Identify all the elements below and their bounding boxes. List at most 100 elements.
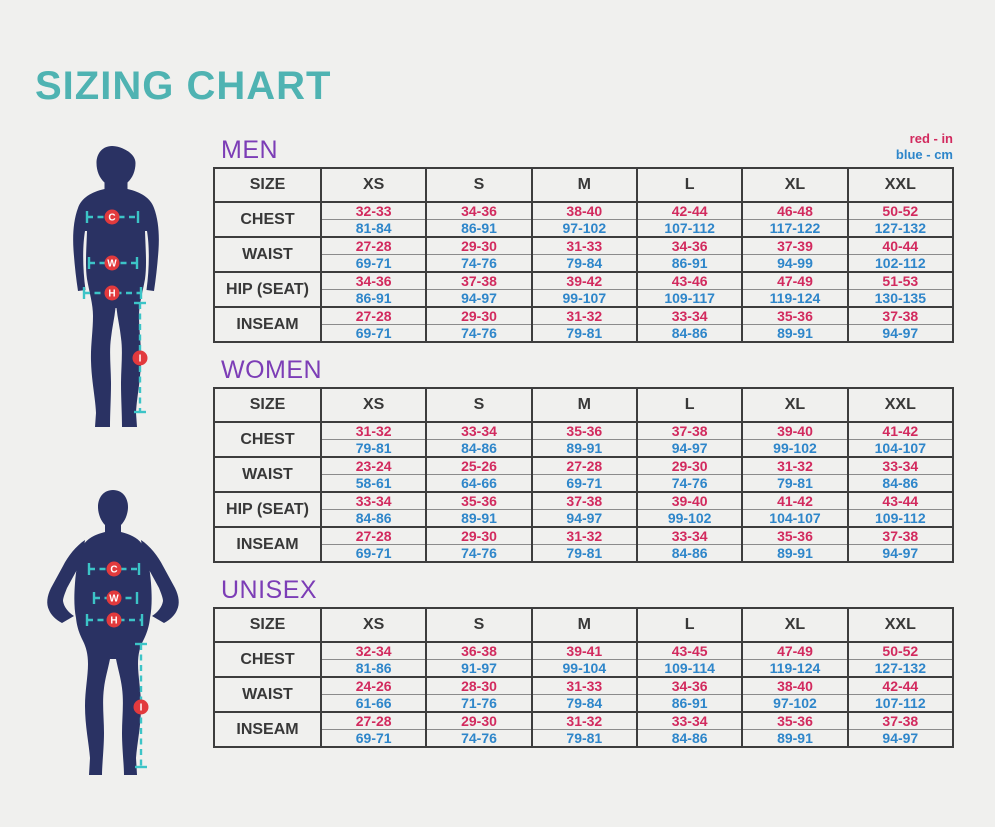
value-cell-inches: 35-36 xyxy=(741,526,849,545)
row-waist-cm: 58-61 64-66 69-71 74-76 79-81 84-86 xyxy=(214,474,955,493)
value-cell-cm: 94-97 xyxy=(846,544,955,563)
value-cell-cm: 69-71 xyxy=(319,254,428,273)
value-cell-cm: 94-97 xyxy=(425,289,533,308)
size-header-label: SIZE xyxy=(213,387,322,423)
female-body-figure: C W H I xyxy=(47,490,179,775)
value-cell-cm: 79-81 xyxy=(741,474,849,493)
value-cell-cm: 74-76 xyxy=(425,324,533,343)
value-cell-inches: 37-38 xyxy=(846,711,955,730)
size-column-header-m: M xyxy=(530,607,638,643)
size-column-header-m: M xyxy=(530,387,638,423)
female-hip-marker xyxy=(106,612,122,628)
value-cell-inches: 25-26 xyxy=(425,456,533,475)
row-hip-seat-inches: HIP (SEAT) 33-34 35-36 37-38 39-40 41-42 43-44 xyxy=(213,491,955,528)
value-cell-cm: 74-76 xyxy=(425,544,533,563)
male-hip-measure-line: H xyxy=(82,285,143,301)
size-column-header-xl: XL xyxy=(741,167,849,203)
value-cell-inches: 41-42 xyxy=(846,421,955,440)
value-cell-inches: 27-28 xyxy=(530,456,638,475)
size-column-header-xl: XL xyxy=(741,607,849,643)
measurement-label-hip-seat: HIP (SEAT) xyxy=(213,491,322,528)
value-cell-cm: 81-84 xyxy=(319,219,428,238)
value-cell-cm: 119-124 xyxy=(741,289,849,308)
value-cell-inches: 37-38 xyxy=(846,526,955,545)
male-chest-marker xyxy=(104,209,120,225)
male-inseam-measure-line: I xyxy=(132,301,148,414)
female-waist-marker xyxy=(106,590,122,606)
value-cell-inches: 50-52 xyxy=(846,641,955,660)
section-men: MEN SIZE XS S M L XL XXL CHEST 32-33 34-36 38-40 42-… xyxy=(213,136,955,343)
value-cell-cm: 97-102 xyxy=(741,694,849,713)
male-inseam-marker-letter: I xyxy=(139,354,142,365)
value-cell-inches: 39-40 xyxy=(741,421,849,440)
measurement-label-chest: CHEST xyxy=(213,641,322,678)
section-women: WOMEN SIZE XS S M L XL XXL CHEST 31-32 33-34 35-36 3… xyxy=(213,356,955,563)
size-column-header-s: S xyxy=(425,387,533,423)
legend-cm: blue - cm xyxy=(895,147,953,162)
value-cell-inches: 38-40 xyxy=(530,201,638,220)
value-cell-cm: 69-71 xyxy=(319,324,428,343)
value-cell-cm: 74-76 xyxy=(425,729,533,748)
value-cell-inches: 42-44 xyxy=(635,201,744,220)
row-chest-inches: CHEST 31-32 33-34 35-36 37-38 39-40 41-42 xyxy=(213,421,955,458)
female-inseam-measure-line: I xyxy=(133,642,149,769)
value-cell-inches: 34-36 xyxy=(319,271,428,290)
measurement-label-waist: WAIST xyxy=(213,676,322,713)
size-column-header-l: L xyxy=(635,167,744,203)
value-cell-cm: 99-102 xyxy=(635,509,744,528)
value-cell-cm: 84-86 xyxy=(319,509,428,528)
value-cell-cm: 107-112 xyxy=(846,694,955,713)
section-label-men: MEN xyxy=(221,136,279,164)
value-cell-inches: 39-42 xyxy=(530,271,638,290)
value-cell-inches: 35-36 xyxy=(530,421,638,440)
value-cell-cm: 91-97 xyxy=(425,659,533,678)
value-cell-inches: 31-32 xyxy=(319,421,428,440)
value-cell-cm: 127-132 xyxy=(846,219,955,238)
value-cell-inches: 37-38 xyxy=(425,271,533,290)
value-cell-cm: 89-91 xyxy=(741,544,849,563)
row-chest-cm: 81-84 86-91 97-102 107-112 117-122 127-132 xyxy=(214,219,955,238)
row-chest-cm: 81-86 91-97 99-104 109-114 119-124 127-132 xyxy=(214,659,955,678)
section-unisex: UNISEX SIZE XS S M L XL XXL CHEST 32-34 36-38 39-41… xyxy=(213,576,955,748)
female-waist-measure-line: W xyxy=(92,590,139,606)
female-silhouette xyxy=(74,490,152,775)
male-waist-marker xyxy=(104,255,120,271)
value-cell-inches: 31-32 xyxy=(530,526,638,545)
value-cell-inches: 43-45 xyxy=(635,641,744,660)
value-cell-inches: 33-34 xyxy=(846,456,955,475)
value-cell-cm: 89-91 xyxy=(425,509,533,528)
header-row: SIZE XS S M L XL XXL xyxy=(213,607,955,643)
units-legend: red - in blue - cm xyxy=(896,131,953,163)
value-cell-cm: 79-84 xyxy=(530,694,638,713)
male-waist-marker-letter: W xyxy=(107,259,117,270)
value-cell-cm: 104-107 xyxy=(741,509,849,528)
value-cell-cm: 97-102 xyxy=(530,219,638,238)
value-cell-inches: 38-40 xyxy=(741,676,849,695)
value-cell-inches: 23-24 xyxy=(319,456,428,475)
size-column-header-xxl: XXL xyxy=(846,167,955,203)
value-cell-cm: 109-114 xyxy=(635,659,744,678)
measurement-label-chest: CHEST xyxy=(213,201,322,238)
header-row: SIZE XS S M L XL XXL xyxy=(213,167,955,203)
value-cell-cm: 89-91 xyxy=(741,324,849,343)
value-cell-cm: 109-112 xyxy=(846,509,955,528)
female-waist-marker-letter: W xyxy=(109,594,119,605)
size-column-header-xs: XS xyxy=(319,607,428,643)
value-cell-inches: 31-33 xyxy=(530,236,638,255)
value-cell-cm: 109-117 xyxy=(635,289,744,308)
measurement-label-waist: WAIST xyxy=(213,456,322,493)
value-cell-inches: 43-46 xyxy=(635,271,744,290)
male-chest-measure-line: C xyxy=(85,209,140,225)
value-cell-inches: 34-36 xyxy=(635,236,744,255)
value-cell-inches: 33-34 xyxy=(635,526,744,545)
value-cell-cm: 84-86 xyxy=(846,474,955,493)
value-cell-inches: 31-32 xyxy=(530,711,638,730)
value-cell-cm: 89-91 xyxy=(530,439,638,458)
value-cell-inches: 27-28 xyxy=(319,526,428,545)
size-table-unisex: SIZE XS S M L XL XXL CHEST 32-34 36-38 39-41 43-45 4… xyxy=(213,607,955,748)
value-cell-cm: 84-86 xyxy=(635,544,744,563)
value-cell-cm: 64-66 xyxy=(425,474,533,493)
row-chest-cm: 79-81 84-86 89-91 94-97 99-102 104-107 xyxy=(214,439,955,458)
male-silhouette xyxy=(73,146,159,427)
male-hip-marker xyxy=(104,285,120,301)
